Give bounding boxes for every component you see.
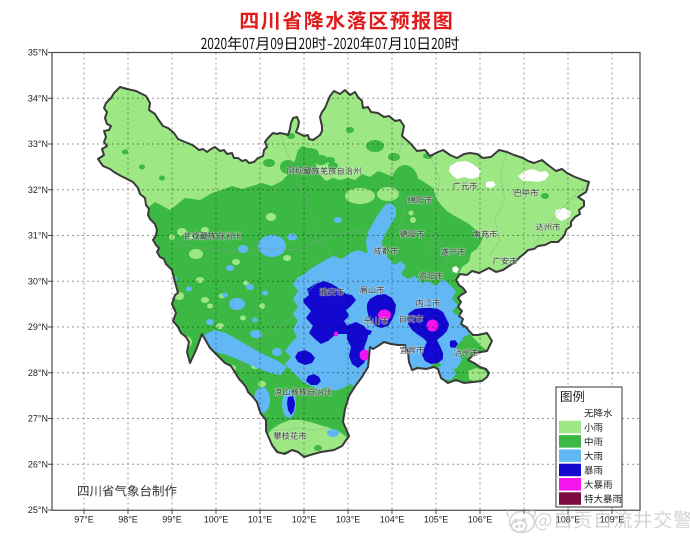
svg-text:105°E: 105°E (424, 515, 449, 525)
svg-text:98°E: 98°E (118, 515, 138, 525)
svg-text:28°N: 28°N (28, 368, 48, 378)
svg-text:34°N: 34°N (28, 93, 48, 103)
svg-text:99°E: 99°E (162, 515, 182, 525)
svg-text:25°N: 25°N (28, 505, 48, 515)
svg-text:104°E: 104°E (380, 515, 405, 525)
svg-text:32°N: 32°N (28, 185, 48, 195)
svg-text:27°N: 27°N (28, 414, 48, 424)
svg-text:35°N: 35°N (28, 48, 48, 58)
svg-text:29°N: 29°N (28, 322, 48, 332)
svg-text:97°E: 97°E (74, 515, 94, 525)
svg-text:33°N: 33°N (28, 139, 48, 149)
svg-text:109°E: 109°E (600, 515, 625, 525)
svg-text:100°E: 100°E (204, 515, 229, 525)
svg-text:26°N: 26°N (28, 459, 48, 469)
svg-text:102°E: 102°E (292, 515, 317, 525)
svg-text:103°E: 103°E (336, 515, 361, 525)
svg-text:106°E: 106°E (468, 515, 493, 525)
svg-text:30°N: 30°N (28, 276, 48, 286)
svg-text:101°E: 101°E (248, 515, 273, 525)
svg-text:31°N: 31°N (28, 231, 48, 241)
